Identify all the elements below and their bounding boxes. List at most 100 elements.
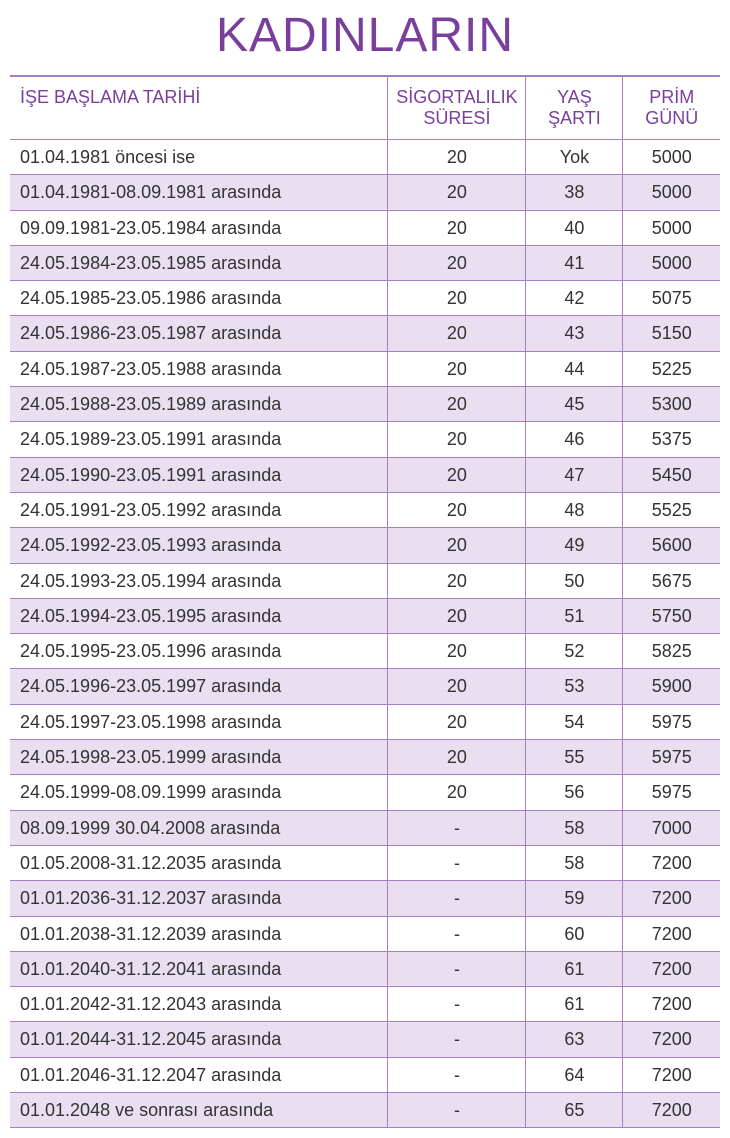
table-row: 24.05.1999-08.09.1999 arasında20565975	[10, 775, 720, 810]
col-header-start-date: İŞE BAŞLAMA TARİHİ	[10, 76, 388, 140]
cell-insurance-period: 20	[388, 210, 526, 245]
cell-start-date: 01.01.2042-31.12.2043 arasında	[10, 987, 388, 1022]
table-row: 24.05.1993-23.05.1994 arasında20505675	[10, 563, 720, 598]
cell-insurance-period: 20	[388, 492, 526, 527]
cell-start-date: 01.01.2040-31.12.2041 arasında	[10, 951, 388, 986]
cell-age-req: 51	[526, 598, 623, 633]
cell-age-req: 61	[526, 951, 623, 986]
cell-start-date: 24.05.1985-23.05.1986 arasında	[10, 281, 388, 316]
table-row: 01.01.2042-31.12.2043 arasında-617200	[10, 987, 720, 1022]
table-row: 01.01.2038-31.12.2039 arasında-607200	[10, 916, 720, 951]
cell-premium-days: 7200	[623, 987, 720, 1022]
cell-insurance-period: -	[388, 1093, 526, 1128]
page-title: KADINLARIN	[10, 0, 720, 75]
cell-age-req: 50	[526, 563, 623, 598]
cell-age-req: 52	[526, 634, 623, 669]
cell-age-req: 53	[526, 669, 623, 704]
cell-start-date: 24.05.1987-23.05.1988 arasında	[10, 351, 388, 386]
cell-start-date: 24.05.1991-23.05.1992 arasında	[10, 492, 388, 527]
cell-premium-days: 5000	[623, 175, 720, 210]
cell-start-date: 08.09.1999 30.04.2008 arasında	[10, 810, 388, 845]
cell-premium-days: 5300	[623, 387, 720, 422]
table-row: 24.05.1991-23.05.1992 arasında20485525	[10, 492, 720, 527]
cell-premium-days: 5000	[623, 210, 720, 245]
cell-premium-days: 7200	[623, 1093, 720, 1128]
cell-age-req: 44	[526, 351, 623, 386]
table-row: 24.05.1992-23.05.1993 arasında20495600	[10, 528, 720, 563]
col-header-insurance-period: SİGORTALILIKSÜRESİ	[388, 76, 526, 140]
cell-premium-days: 5075	[623, 281, 720, 316]
table-row: 24.05.1996-23.05.1997 arasında20535900	[10, 669, 720, 704]
cell-start-date: 24.05.1993-23.05.1994 arasında	[10, 563, 388, 598]
table-row: 24.05.1988-23.05.1989 arasında20455300	[10, 387, 720, 422]
table-row: 24.05.1994-23.05.1995 arasında20515750	[10, 598, 720, 633]
cell-insurance-period: 20	[388, 775, 526, 810]
cell-age-req: 56	[526, 775, 623, 810]
cell-premium-days: 5600	[623, 528, 720, 563]
col-header-premium-days: PRİMGÜNÜ	[623, 76, 720, 140]
cell-premium-days: 7000	[623, 810, 720, 845]
cell-premium-days: 5150	[623, 316, 720, 351]
cell-insurance-period: 20	[388, 528, 526, 563]
cell-insurance-period: 20	[388, 351, 526, 386]
cell-insurance-period: 20	[388, 740, 526, 775]
cell-age-req: 40	[526, 210, 623, 245]
cell-age-req: 46	[526, 422, 623, 457]
cell-insurance-period: -	[388, 987, 526, 1022]
cell-insurance-period: 20	[388, 140, 526, 175]
cell-age-req: 49	[526, 528, 623, 563]
table-row: 24.05.1984-23.05.1985 arasında20415000	[10, 245, 720, 280]
cell-premium-days: 5675	[623, 563, 720, 598]
table-row: 24.05.1998-23.05.1999 arasında20555975	[10, 740, 720, 775]
cell-premium-days: 7200	[623, 845, 720, 880]
cell-insurance-period: 20	[388, 457, 526, 492]
cell-start-date: 24.05.1999-08.09.1999 arasında	[10, 775, 388, 810]
cell-premium-days: 5825	[623, 634, 720, 669]
cell-premium-days: 5975	[623, 740, 720, 775]
cell-start-date: 24.05.1989-23.05.1991 arasında	[10, 422, 388, 457]
table-row: 01.01.2044-31.12.2045 arasında-637200	[10, 1022, 720, 1057]
cell-age-req: 45	[526, 387, 623, 422]
cell-premium-days: 5225	[623, 351, 720, 386]
cell-premium-days: 5000	[623, 140, 720, 175]
cell-age-req: 60	[526, 916, 623, 951]
cell-age-req: 41	[526, 245, 623, 280]
cell-insurance-period: -	[388, 951, 526, 986]
cell-age-req: 65	[526, 1093, 623, 1128]
cell-premium-days: 5375	[623, 422, 720, 457]
table-row: 24.05.1995-23.05.1996 arasında20525825	[10, 634, 720, 669]
cell-insurance-period: 20	[388, 175, 526, 210]
cell-insurance-period: -	[388, 881, 526, 916]
cell-premium-days: 7200	[623, 916, 720, 951]
table-row: 24.05.1986-23.05.1987 arasında20435150	[10, 316, 720, 351]
cell-start-date: 24.05.1986-23.05.1987 arasında	[10, 316, 388, 351]
cell-age-req: 47	[526, 457, 623, 492]
cell-premium-days: 5450	[623, 457, 720, 492]
cell-age-req: 42	[526, 281, 623, 316]
cell-start-date: 01.05.2008-31.12.2035 arasında	[10, 845, 388, 880]
cell-insurance-period: 20	[388, 634, 526, 669]
cell-start-date: 24.05.1984-23.05.1985 arasında	[10, 245, 388, 280]
cell-start-date: 24.05.1988-23.05.1989 arasında	[10, 387, 388, 422]
table-header-row: İŞE BAŞLAMA TARİHİ SİGORTALILIKSÜRESİ YA…	[10, 76, 720, 140]
table-row: 09.09.1981-23.05.1984 arasında20405000	[10, 210, 720, 245]
cell-age-req: 55	[526, 740, 623, 775]
cell-start-date: 09.09.1981-23.05.1984 arasında	[10, 210, 388, 245]
cell-age-req: 64	[526, 1057, 623, 1092]
cell-start-date: 24.05.1995-23.05.1996 arasında	[10, 634, 388, 669]
cell-start-date: 24.05.1998-23.05.1999 arasında	[10, 740, 388, 775]
cell-premium-days: 5975	[623, 775, 720, 810]
cell-premium-days: 7200	[623, 1057, 720, 1092]
cell-insurance-period: -	[388, 845, 526, 880]
cell-start-date: 24.05.1992-23.05.1993 arasında	[10, 528, 388, 563]
cell-insurance-period: 20	[388, 598, 526, 633]
cell-start-date: 24.05.1994-23.05.1995 arasında	[10, 598, 388, 633]
cell-insurance-period: 20	[388, 281, 526, 316]
cell-insurance-period: 20	[388, 245, 526, 280]
cell-insurance-period: 20	[388, 669, 526, 704]
cell-premium-days: 7200	[623, 951, 720, 986]
col-header-age-req: YAŞŞARTI	[526, 76, 623, 140]
cell-start-date: 24.05.1996-23.05.1997 arasında	[10, 669, 388, 704]
table-row: 24.05.1985-23.05.1986 arasında20425075	[10, 281, 720, 316]
table-row: 01.01.2036-31.12.2037 arasında-597200	[10, 881, 720, 916]
